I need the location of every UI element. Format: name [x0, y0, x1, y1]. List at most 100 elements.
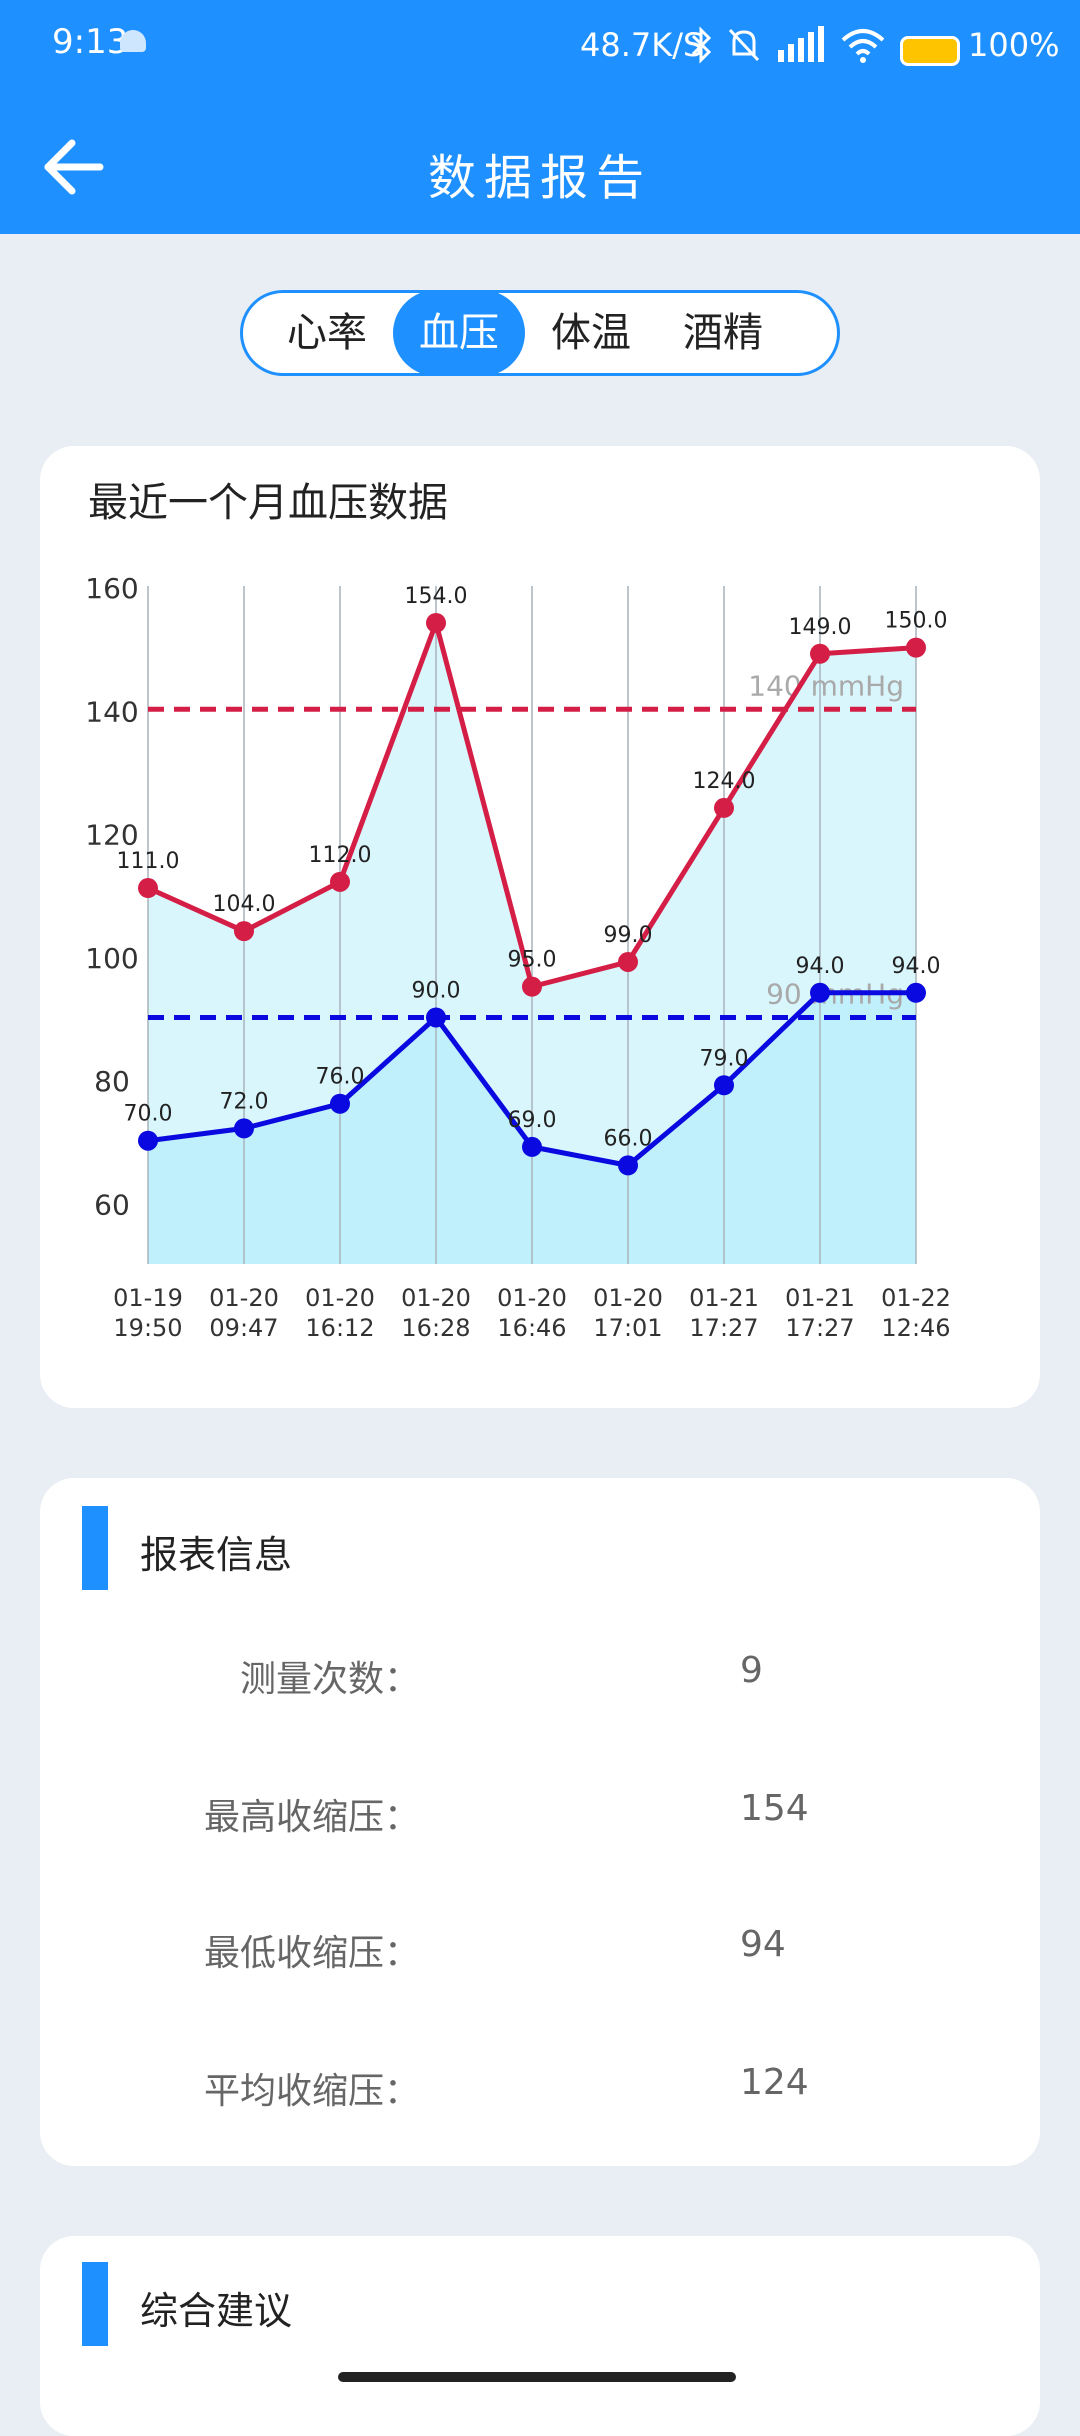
blood-pressure-chart: 160140120100806001-1919:5001-2009:4701-2…: [85, 572, 951, 1342]
page-title: 数据报告: [427, 150, 652, 206]
x-tick-label: 01-20: [305, 1284, 375, 1312]
data-point: [426, 1007, 446, 1028]
section-accent-bar: [82, 2262, 108, 2346]
data-point: [330, 1093, 350, 1114]
data-label: 66.0: [604, 1126, 653, 1151]
y-tick-label: 140: [85, 695, 138, 728]
battery-charging-icon: [900, 36, 960, 66]
tab-blood-pressure[interactable]: 血压: [393, 290, 525, 376]
x-tick-label: 17:27: [689, 1314, 758, 1342]
data-label: 70.0: [124, 1102, 173, 1127]
data-point: [714, 797, 734, 818]
x-tick-label: 19:50: [113, 1314, 182, 1342]
x-tick-label: 01-21: [785, 1284, 855, 1312]
x-tick-label: 01-20: [209, 1284, 279, 1312]
data-point: [234, 921, 254, 942]
data-point: [906, 637, 926, 658]
reference-line-label: 140 mmHg: [748, 669, 904, 702]
info-row: 最低收缩压： 94: [40, 1924, 1040, 1984]
data-point: [330, 871, 350, 892]
x-tick-label: 01-20: [497, 1284, 567, 1312]
data-point: [522, 976, 542, 997]
info-label: 平均收缩压：: [203, 2071, 420, 2112]
metric-tab-bar: 心率 血压 体温 酒精: [240, 290, 840, 376]
x-tick-label: 17:01: [593, 1314, 662, 1342]
data-point: [522, 1136, 542, 1157]
data-label: 104.0: [213, 892, 276, 917]
section-title-advice: 综合建议: [140, 2289, 293, 2333]
wifi-icon: [841, 29, 885, 63]
data-label: 79.0: [700, 1046, 749, 1071]
back-button[interactable]: [40, 132, 110, 202]
battery-percent: 100%: [968, 26, 1060, 64]
data-label: 95.0: [508, 948, 557, 973]
data-label: 111.0: [117, 849, 180, 874]
data-point: [426, 612, 446, 633]
signal-icon: [778, 26, 824, 62]
info-row: 测量次数： 9: [40, 1650, 1040, 1710]
y-tick-label: 160: [85, 572, 138, 605]
chart-title: 最近一个月血压数据: [88, 480, 448, 526]
data-label: 76.0: [316, 1065, 365, 1090]
data-label: 90.0: [412, 978, 461, 1003]
info-label: 最高收缩压：: [203, 1797, 420, 1838]
data-label: 149.0: [789, 615, 852, 640]
data-point: [714, 1075, 734, 1096]
data-point: [618, 951, 638, 972]
x-tick-label: 01-21: [689, 1284, 759, 1312]
info-label: 最低收缩压：: [203, 1933, 420, 1974]
data-label: 124.0: [693, 769, 756, 794]
data-label: 99.0: [604, 923, 653, 948]
x-tick-label: 01-22: [881, 1284, 951, 1312]
report-info-card: 报表信息 测量次数： 9 最高收缩压： 154 最低收缩压： 94 平均收缩压：…: [40, 1478, 1040, 2166]
x-tick-label: 09:47: [209, 1314, 278, 1342]
data-label: 112.0: [309, 843, 372, 868]
info-value: 124: [740, 2062, 809, 2103]
tab-heart-rate[interactable]: 心率: [287, 310, 367, 356]
arrow-left-icon: [44, 139, 104, 195]
x-tick-label: 16:46: [497, 1314, 566, 1342]
info-row: 最高收缩压： 154: [40, 1788, 1040, 1848]
info-row: 平均收缩压： 124: [40, 2062, 1040, 2122]
section-accent-bar: [82, 1506, 108, 1590]
home-indicator[interactable]: [338, 2372, 736, 2382]
y-tick-label: 100: [85, 942, 138, 975]
data-point: [906, 982, 926, 1003]
data-label: 154.0: [405, 584, 468, 609]
tab-temperature[interactable]: 体温: [551, 310, 631, 356]
x-tick-label: 16:12: [305, 1314, 374, 1342]
x-tick-label: 12:46: [881, 1314, 950, 1342]
info-value: 94: [740, 1924, 786, 1965]
chart-card: 最近一个月血压数据 160 140 120 100 80 60 01-19 19:50 01-2…: [40, 446, 1040, 1408]
data-point: [138, 878, 158, 899]
app-notification-icon: [120, 30, 146, 52]
x-tick-label: 17:27: [785, 1314, 854, 1342]
x-tick-label: 16:28: [401, 1314, 470, 1342]
data-point: [618, 1155, 638, 1176]
x-tick-label: 01-20: [593, 1284, 663, 1312]
status-time: 9:13: [52, 22, 129, 62]
app-bar: 数据报告: [0, 96, 1080, 234]
advice-card: 综合建议: [40, 2236, 1040, 2436]
data-point: [810, 982, 830, 1003]
bluetooth-icon: [691, 26, 712, 64]
data-label: 94.0: [796, 954, 845, 979]
section-title-report: 报表信息: [140, 1533, 293, 1577]
network-speed: 48.7K/S: [580, 26, 704, 64]
x-tick-label: 01-19: [113, 1284, 183, 1312]
data-point: [810, 643, 830, 664]
y-tick-label: 120: [85, 819, 138, 852]
data-label: 72.0: [220, 1089, 269, 1114]
info-value: 9: [740, 1650, 763, 1691]
tab-alcohol[interactable]: 酒精: [683, 310, 763, 356]
y-tick-label: 60: [94, 1188, 130, 1221]
data-label: 69.0: [508, 1108, 557, 1133]
data-label: 150.0: [885, 609, 948, 634]
info-value: 154: [740, 1788, 809, 1829]
data-point: [138, 1130, 158, 1151]
x-tick-label: 01-20: [401, 1284, 471, 1312]
mute-bell-icon: [728, 28, 760, 62]
status-icons: [690, 26, 886, 64]
y-tick-label: 80: [94, 1065, 130, 1098]
info-label: 测量次数：: [239, 1659, 420, 1700]
